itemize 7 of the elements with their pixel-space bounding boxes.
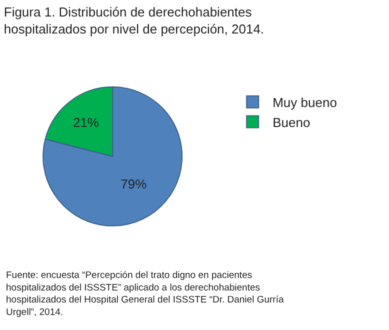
chart-title: Figura 1. Distribución de derechohabientes hospitalizados por nivel de percepción, 2014. — [4, 4, 264, 36]
source-note: Fuente: encuesta “Percepción del trato digno en pacientes hospitalizados del ISSSTE” aplicado a los derechohabientes hospitalizados del Hospital General del ISSSTE “Dr. Daniel Gurría Urgell”, 2014. — [6, 270, 284, 318]
legend-label: Bueno — [272, 114, 310, 130]
data-label: 21% — [72, 114, 100, 130]
pie-slice — [42, 86, 183, 226]
data-label: 79% — [120, 176, 148, 192]
legend-label: Muy bueno — [272, 94, 337, 110]
